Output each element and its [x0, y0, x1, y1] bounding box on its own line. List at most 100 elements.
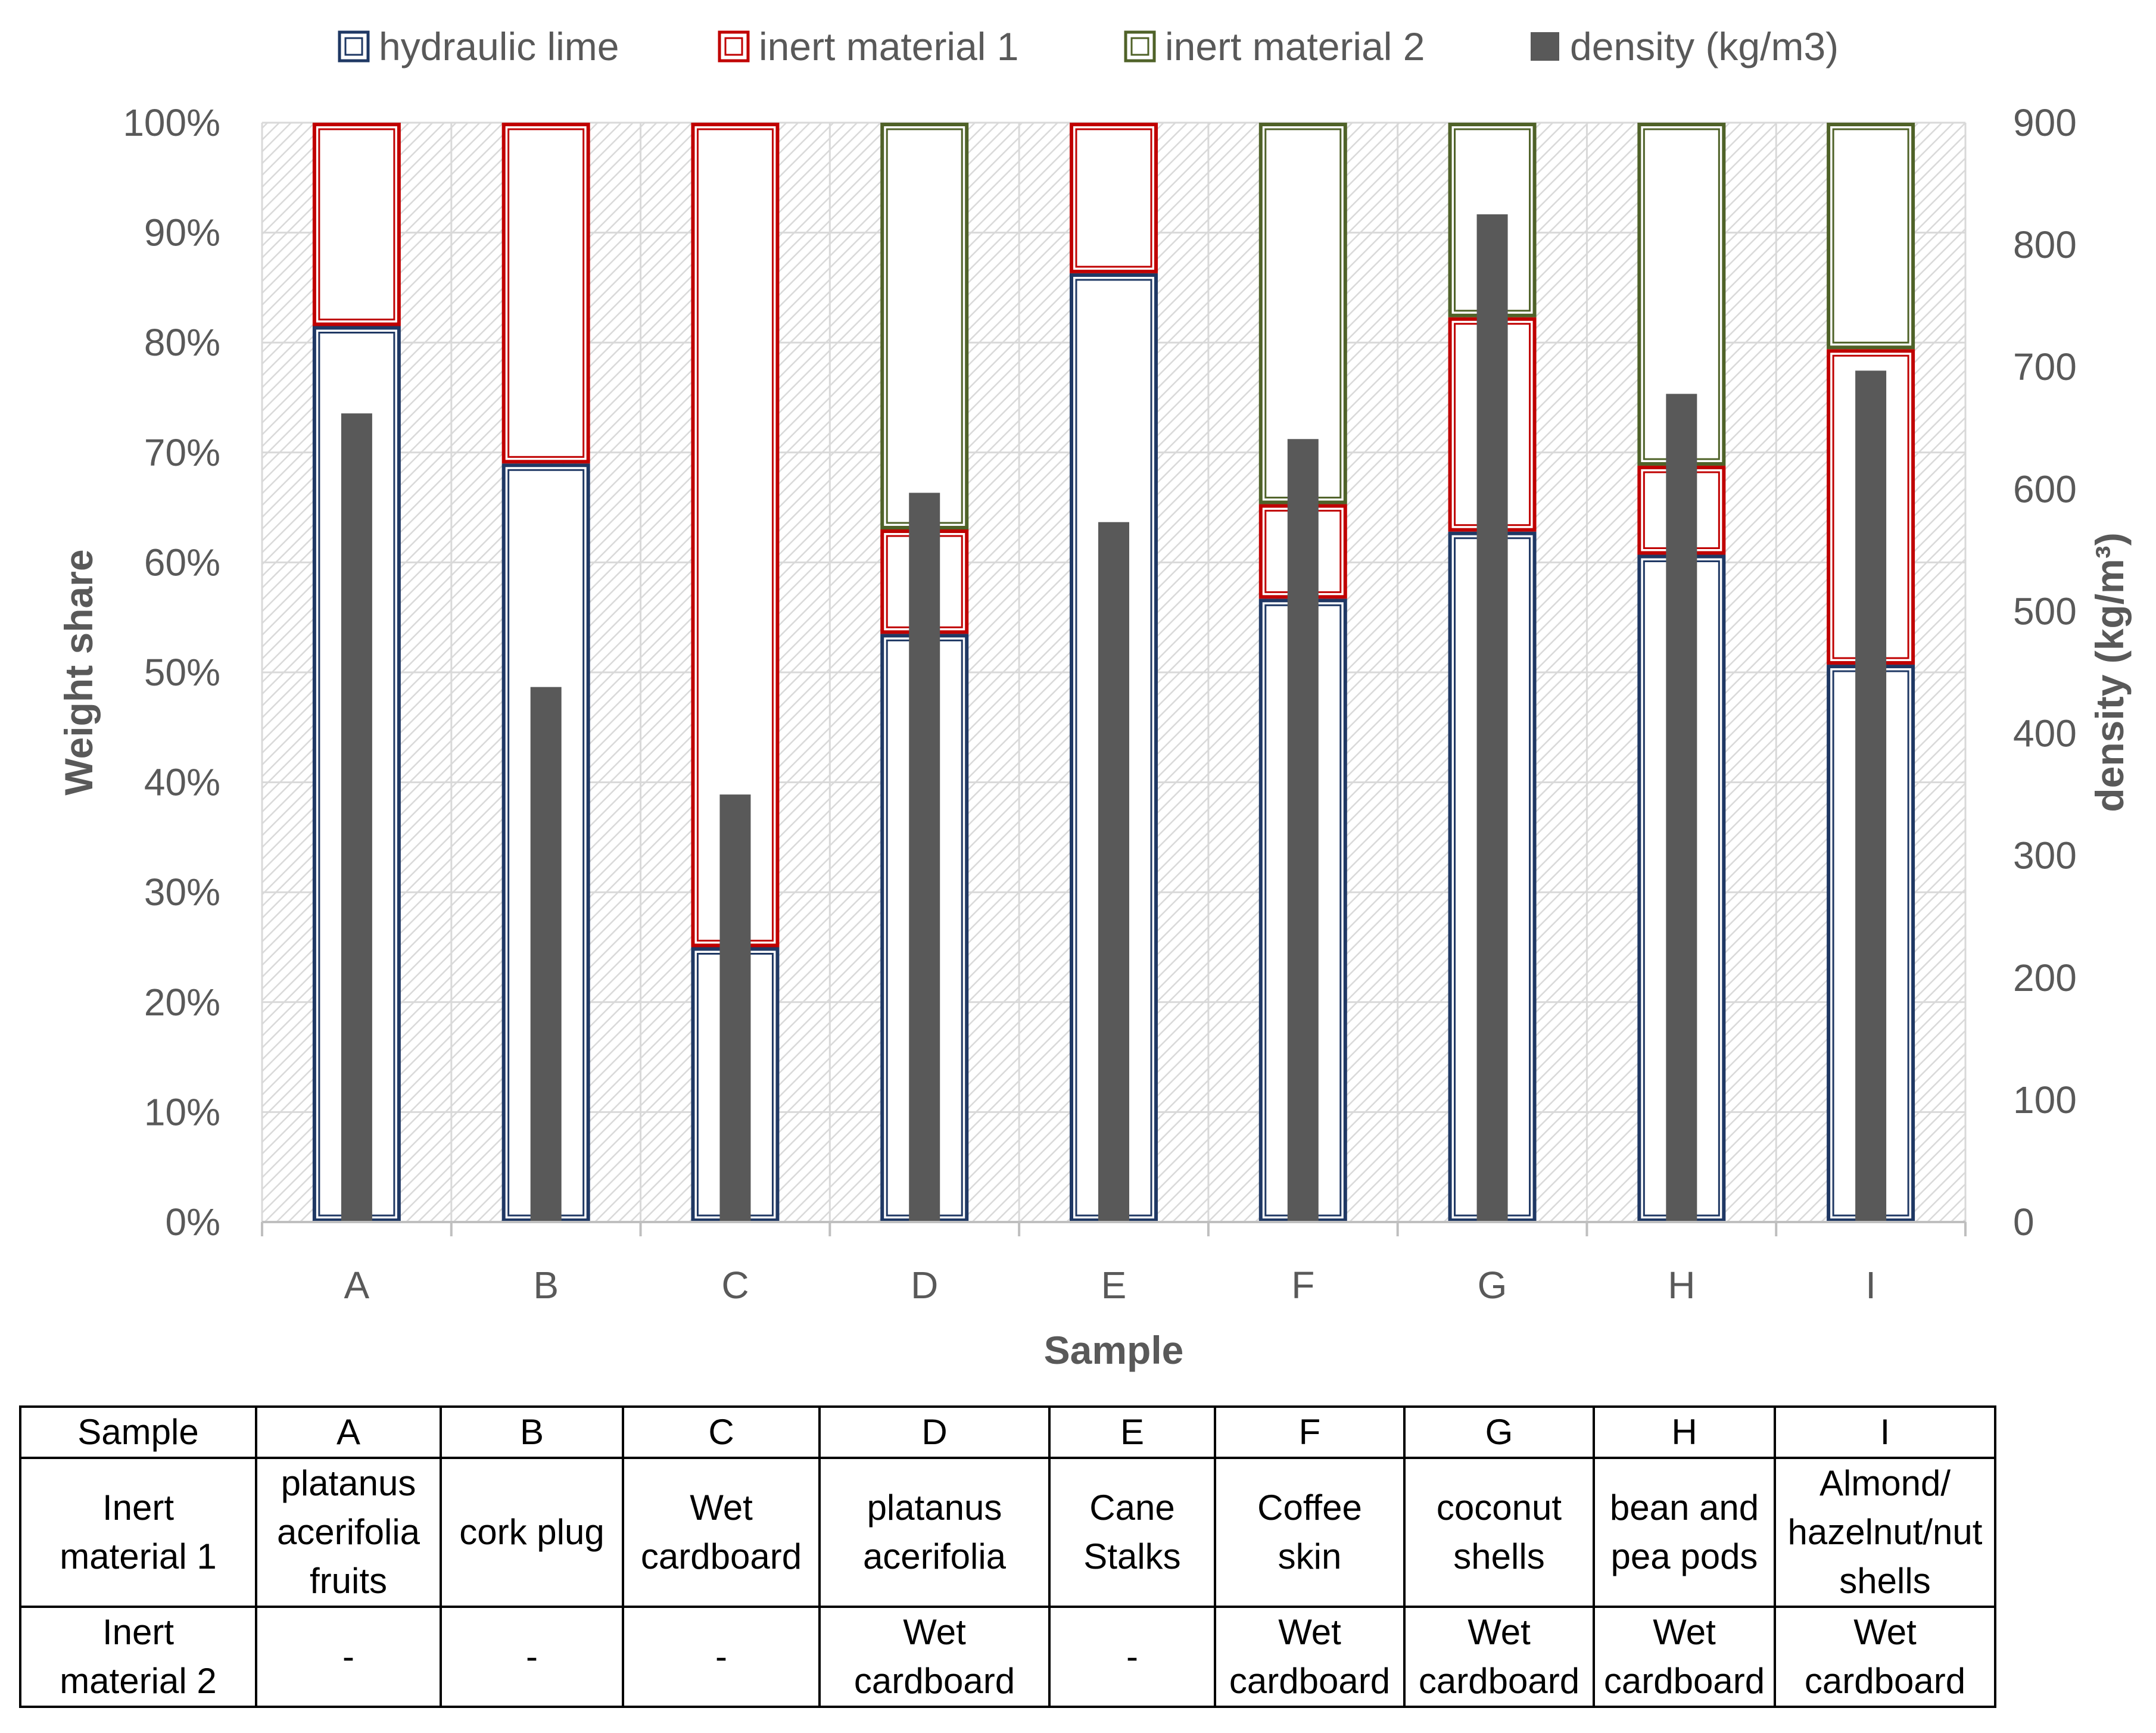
table-cell: -	[1048, 1606, 1216, 1708]
table-cell: -	[440, 1606, 624, 1708]
legend-label: hydraulic lime	[379, 24, 619, 68]
table-cell: Coffee skin	[1214, 1457, 1406, 1608]
table-header-cell: E	[1048, 1405, 1216, 1459]
axes: 0% 10% 20% 30% 40% 50% 60% 70% 80% 90% 100% 0 100 200…	[57, 101, 2132, 1372]
legend: hydraulic lime inert material 1 inert mate…	[338, 24, 1839, 68]
legend-swatch-inner	[1130, 37, 1149, 56]
table-header-cell: G	[1403, 1405, 1595, 1459]
bar-density	[1287, 439, 1319, 1222]
table-header-cell: C	[622, 1405, 821, 1459]
x-tick-label: C	[721, 1264, 749, 1307]
x-tick-label: D	[911, 1264, 938, 1307]
bar-inert-material-2	[1827, 123, 1915, 350]
legend-swatch	[338, 30, 370, 63]
table-row: Inert material 1 platanus acerifolia fru…	[19, 1457, 1996, 1608]
legend-swatch	[1124, 30, 1156, 63]
y-tick-label: 100%	[123, 101, 220, 144]
x-tick-label: H	[1668, 1264, 1695, 1307]
x-axis-title: Sample	[1044, 1328, 1184, 1372]
legend-label: inert material 1	[759, 24, 1019, 68]
y-tick-label: 60%	[144, 541, 220, 584]
bar-density	[909, 493, 940, 1222]
table-cell: Cane Stalks	[1048, 1457, 1216, 1608]
table-cell: Wet cardboard	[1403, 1606, 1595, 1708]
table-cell: bean and pea pods	[1593, 1457, 1776, 1608]
sample-table: Sample A B C D E F G H I Inert material …	[19, 1405, 1996, 1708]
x-tick-label: F	[1291, 1264, 1314, 1307]
x-tick-label: B	[533, 1264, 559, 1307]
bar-density	[341, 413, 372, 1222]
bar-inert-material-1-inner	[318, 128, 395, 321]
bar-density	[1855, 370, 1887, 1223]
legend-swatch	[1531, 32, 1559, 61]
table-cell: platanus acerifolia fruits	[255, 1457, 442, 1608]
table-cell: cork plug	[440, 1457, 624, 1608]
legend-swatch-inner	[344, 37, 363, 56]
table-cell: Inert material 2	[19, 1606, 257, 1708]
y2-tick-label: 300	[2013, 834, 2077, 877]
bar-inert-material-1	[1070, 123, 1158, 273]
y-tick-label: 30%	[144, 871, 220, 914]
y-tick-label: 10%	[144, 1090, 220, 1133]
y2-tick-label: 800	[2013, 223, 2077, 266]
y-tick-label: 0%	[166, 1201, 221, 1243]
y-axis-title: Weight share	[57, 549, 101, 795]
y2-axis-title: density (kg/m³)	[2088, 532, 2132, 812]
table-header-cell: D	[818, 1405, 1051, 1459]
x-tick-label: G	[1478, 1264, 1507, 1307]
table-header-cell: H	[1593, 1405, 1776, 1459]
table-header-cell: A	[255, 1405, 442, 1459]
table-cell: -	[255, 1606, 442, 1708]
x-tick-label: A	[344, 1264, 370, 1307]
y-tick-label: 50%	[144, 651, 220, 694]
y-tick-label: 90%	[144, 211, 220, 254]
table-header-row: Sample A B C D E F G H I	[19, 1405, 1996, 1459]
legend-label: inert material 2	[1165, 24, 1425, 68]
table-cell: Wet cardboard	[1774, 1606, 1996, 1708]
bar-density	[1666, 394, 1697, 1222]
table-cell: platanus acerifolia	[818, 1457, 1051, 1608]
bar-inert-material-2-inner	[1832, 128, 1909, 344]
table-header-cell: I	[1774, 1405, 1996, 1459]
y-tick-label: 70%	[144, 431, 220, 474]
bar-density	[1476, 214, 1508, 1222]
table-header-cell: F	[1214, 1405, 1406, 1459]
bars	[312, 123, 1915, 1223]
bar-density	[719, 794, 751, 1222]
table-cell: -	[622, 1606, 821, 1708]
x-tick-label: I	[1865, 1264, 1876, 1307]
table-header-cell: Sample	[19, 1405, 257, 1459]
legend-label: density (kg/m3)	[1570, 24, 1839, 68]
y-tick-label: 40%	[144, 761, 220, 804]
y-tick-label: 80%	[144, 321, 220, 364]
chart: 0% 10% 20% 30% 40% 50% 60% 70% 80% 90% 100% 0 100 200…	[57, 24, 2132, 1372]
table-cell: Wet cardboard	[1593, 1606, 1776, 1708]
y-tick-label: 20%	[144, 981, 220, 1024]
legend-swatch	[718, 30, 750, 63]
table-cell: Wet cardboard	[622, 1457, 821, 1608]
table-cell: Wet cardboard	[818, 1606, 1051, 1708]
legend-swatch-inner	[724, 37, 743, 56]
x-tick-label: E	[1101, 1264, 1127, 1307]
bar-density	[530, 687, 562, 1222]
bar-inert-material-1-inner	[1075, 128, 1152, 268]
bar-inert-material-2	[880, 123, 969, 530]
bar-density	[1098, 522, 1129, 1222]
y2-tick-label: 700	[2013, 345, 2077, 388]
bar-inert-material-1	[312, 123, 401, 326]
y2-tick-label: 900	[2013, 101, 2077, 144]
bar-inert-material-1-inner	[507, 128, 585, 458]
table-header-cell: B	[440, 1405, 624, 1459]
table-cell: Almond/ hazelnut/nut shells	[1774, 1457, 1996, 1608]
table-cell: Wet cardboard	[1214, 1606, 1406, 1708]
y2-tick-label: 100	[2013, 1079, 2077, 1121]
y2-tick-label: 600	[2013, 467, 2077, 510]
y2-tick-label: 200	[2013, 956, 2077, 999]
table-cell: coconut shells	[1403, 1457, 1595, 1608]
y2-tick-label: 400	[2013, 712, 2077, 755]
bar-inert-material-1	[501, 123, 590, 464]
table-cell: Inert material 1	[19, 1457, 257, 1608]
y2-tick-label: 0	[2013, 1201, 2035, 1243]
table-row: Inert material 2 - - - Wet cardboard - W…	[19, 1606, 1996, 1708]
